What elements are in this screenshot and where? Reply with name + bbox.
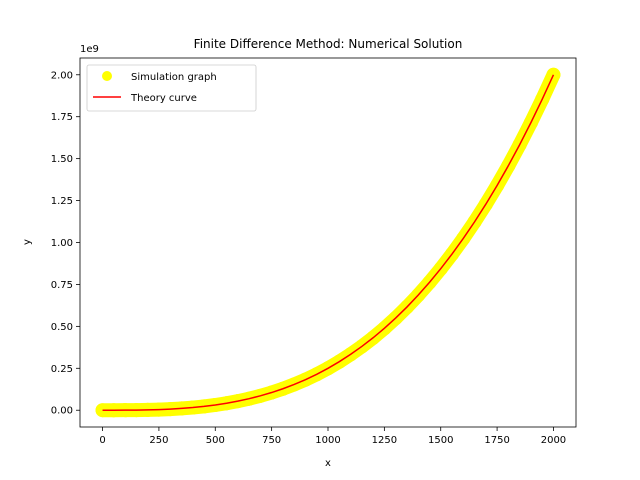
x-tick-label: 1750 bbox=[484, 435, 509, 446]
y-tick-label: 0.25 bbox=[51, 364, 73, 375]
theory-curve-line bbox=[102, 74, 555, 411]
x-tick-label: 250 bbox=[149, 435, 168, 446]
plot-area bbox=[95, 67, 561, 418]
x-tick-label: 0 bbox=[99, 435, 105, 446]
y-offset-label: 1e9 bbox=[80, 44, 99, 55]
legend: Simulation graph Theory curve bbox=[86, 64, 257, 112]
x-axis-label: x bbox=[325, 458, 331, 469]
theory-series bbox=[102, 74, 555, 411]
y-tick-label: 0.50 bbox=[51, 322, 73, 333]
y-tick-label: 0.00 bbox=[51, 406, 73, 417]
y-tick-label: 1.75 bbox=[51, 112, 73, 123]
legend-frame bbox=[86, 64, 257, 112]
x-tick-label: 1000 bbox=[315, 435, 340, 446]
x-tick-label: 500 bbox=[206, 435, 225, 446]
y-axis-ticks: 0.00 0.25 0.50 0.75 1.00 1.25 1.50 1.75 2.00 bbox=[51, 70, 80, 417]
x-tick-label: 2000 bbox=[541, 435, 566, 446]
x-axis-ticks: 0 250 500 750 1000 1250 1500 1750 2000 bbox=[99, 427, 566, 446]
y-tick-label: 1.50 bbox=[51, 154, 73, 165]
y-axis-label: y bbox=[22, 239, 33, 245]
y-tick-label: 2.00 bbox=[51, 70, 73, 81]
x-tick-label: 1250 bbox=[372, 435, 397, 446]
x-tick-label: 750 bbox=[262, 435, 281, 446]
y-tick-label: 1.00 bbox=[51, 238, 73, 249]
x-tick-label: 1500 bbox=[428, 435, 453, 446]
legend-marker-simulation bbox=[102, 71, 112, 81]
chart-title: Finite Difference Method: Numerical Solu… bbox=[194, 37, 463, 51]
y-tick-label: 1.25 bbox=[51, 196, 73, 207]
legend-label-theory: Theory curve bbox=[130, 93, 197, 104]
legend-label-simulation: Simulation graph bbox=[131, 72, 217, 83]
y-tick-label: 0.75 bbox=[51, 280, 73, 291]
